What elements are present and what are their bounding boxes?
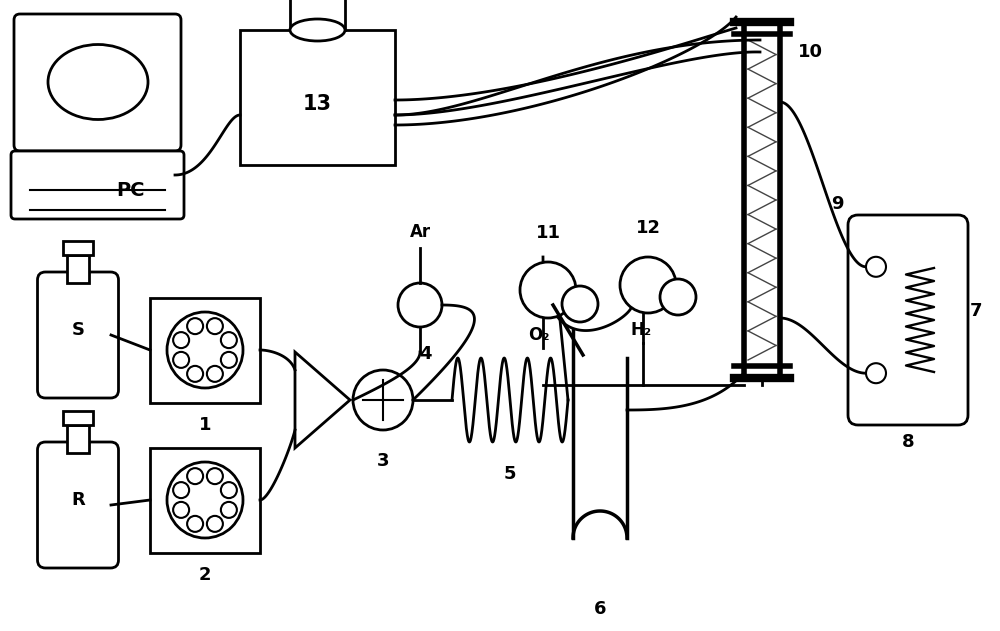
Circle shape xyxy=(207,516,223,532)
Circle shape xyxy=(207,366,223,382)
Text: 4: 4 xyxy=(419,345,431,363)
Bar xyxy=(67,255,89,283)
Text: 11: 11 xyxy=(536,224,560,242)
FancyBboxPatch shape xyxy=(11,151,184,219)
Circle shape xyxy=(221,352,237,368)
Ellipse shape xyxy=(48,45,148,119)
Text: 3: 3 xyxy=(377,452,389,470)
Text: 2: 2 xyxy=(199,567,211,584)
FancyBboxPatch shape xyxy=(38,272,119,398)
Circle shape xyxy=(620,257,676,313)
Circle shape xyxy=(187,468,203,484)
Text: 7: 7 xyxy=(970,302,982,319)
Circle shape xyxy=(660,279,696,315)
Bar xyxy=(150,297,260,403)
Text: Ar: Ar xyxy=(409,223,431,241)
Ellipse shape xyxy=(290,19,345,41)
Text: 13: 13 xyxy=(303,94,332,114)
Text: 10: 10 xyxy=(798,43,823,61)
Bar xyxy=(150,447,260,553)
Circle shape xyxy=(167,312,243,388)
FancyBboxPatch shape xyxy=(14,14,181,151)
FancyBboxPatch shape xyxy=(848,215,968,425)
Text: R: R xyxy=(71,491,85,509)
Circle shape xyxy=(207,468,223,484)
Circle shape xyxy=(173,502,189,518)
Text: 6: 6 xyxy=(594,600,606,618)
Circle shape xyxy=(221,332,237,348)
Polygon shape xyxy=(295,352,350,448)
Circle shape xyxy=(173,332,189,348)
Circle shape xyxy=(866,257,886,277)
Text: S: S xyxy=(72,321,84,339)
Circle shape xyxy=(353,370,413,430)
FancyBboxPatch shape xyxy=(38,442,119,568)
Text: PC: PC xyxy=(116,180,144,199)
Circle shape xyxy=(187,366,203,382)
Text: 12: 12 xyxy=(636,219,660,237)
Circle shape xyxy=(520,262,576,318)
Bar xyxy=(63,241,93,255)
Circle shape xyxy=(173,482,189,498)
Text: O₂: O₂ xyxy=(528,326,550,344)
Bar xyxy=(67,425,89,453)
Bar xyxy=(290,0,345,30)
Circle shape xyxy=(167,462,243,538)
Circle shape xyxy=(562,286,598,322)
Circle shape xyxy=(173,352,189,368)
Text: 1: 1 xyxy=(199,416,211,435)
Circle shape xyxy=(866,363,886,383)
Circle shape xyxy=(207,318,223,334)
Circle shape xyxy=(398,283,442,327)
Text: 5: 5 xyxy=(504,465,516,483)
Circle shape xyxy=(221,502,237,518)
Circle shape xyxy=(187,318,203,334)
Circle shape xyxy=(221,482,237,498)
Bar xyxy=(63,411,93,425)
Text: 9: 9 xyxy=(832,195,844,213)
Bar xyxy=(240,30,395,165)
Text: 8: 8 xyxy=(902,433,914,451)
Text: H₂: H₂ xyxy=(630,321,651,339)
Circle shape xyxy=(187,516,203,532)
